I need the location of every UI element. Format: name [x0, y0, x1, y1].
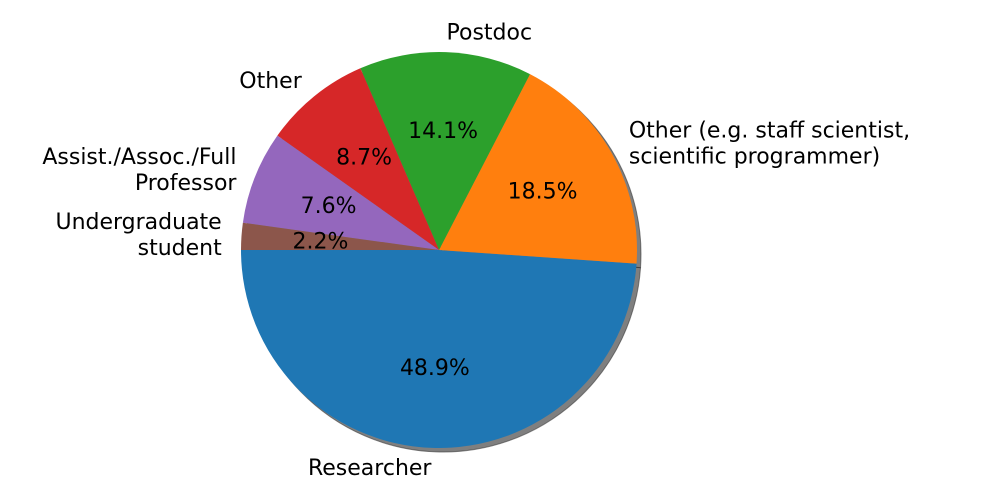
pie-slice-undergraduate-student — [241, 222, 439, 250]
pie-category-label-researcher: Researcher — [308, 456, 432, 481]
pie-category-label-assist-assoc-full-professor: Assist./Assoc./Full Professor — [42, 145, 237, 196]
pie-slices — [241, 52, 637, 448]
pie-percent-labels: 48.9% 18.5% 14.1% 8.7% 7.6% 2.2% — [293, 119, 578, 381]
pie-slice-other-e-g-staff-scientist-scientific-programmer — [439, 74, 637, 264]
pie-percent-label-researcher: 48.9% — [400, 356, 470, 381]
pie-category-label-other: Other — [239, 69, 302, 94]
pie-percent-label-other: 8.7% — [336, 145, 392, 170]
pie-slice-other — [277, 68, 439, 251]
pie-percent-label-other-e-g-staff-scientist-scientific-programmer: 18.5% — [508, 179, 578, 204]
pie-category-labels: Researcher Other (e.g. staff scientist, sc… — [42, 21, 910, 481]
pie-slice-researcher — [241, 250, 637, 448]
pie-category-label-undergraduate-student: Undergraduate student — [55, 210, 222, 261]
pie-percent-label-undergraduate-student: 2.2% — [293, 229, 349, 254]
pie-slice-assist-assoc-full-professor — [242, 135, 439, 250]
pie-category-label-other-e-g-staff-scientist-scientific-programmer: Other (e.g. staff scientist, scientific p… — [629, 119, 910, 170]
pie-category-label-postdoc: Postdoc — [447, 21, 533, 46]
pie-slice-postdoc — [360, 52, 530, 250]
pie-percent-label-postdoc: 14.1% — [408, 119, 478, 144]
pie-percent-label-assist-assoc-full-professor: 7.6% — [301, 194, 357, 219]
